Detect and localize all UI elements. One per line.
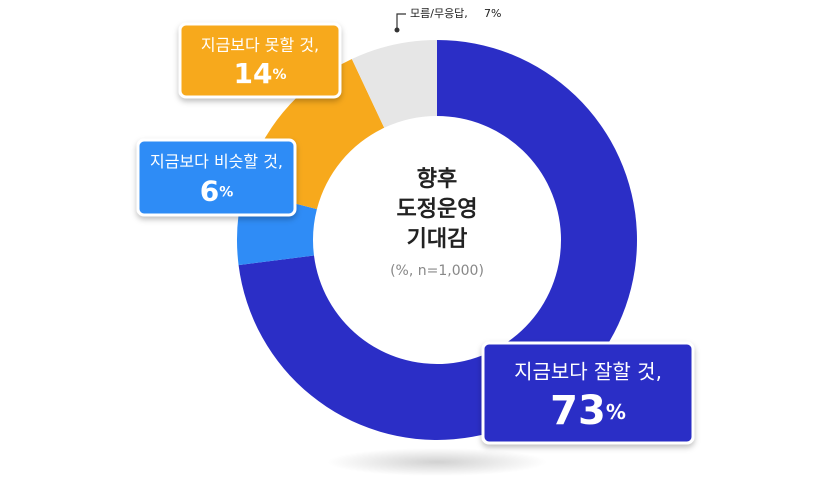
leader-line [396, 13, 406, 30]
value-label: 6% [200, 175, 234, 208]
title-line: 향후 [417, 167, 457, 192]
donut-segment [238, 40, 638, 440]
label-box [136, 138, 297, 217]
value-label: 14% [234, 57, 287, 90]
label-box [178, 22, 342, 99]
category-label: 지금보다 못할 것, [201, 35, 319, 54]
value-label: 7% [484, 7, 501, 20]
title-line: 도정운영 [397, 197, 478, 222]
labels: 지금보다 잘할 것, 73% 지금보다 비슷할 것, 6% 지금보다 못할 것, 14% 모… [136, 7, 695, 445]
donut-segment [351, 40, 437, 128]
title-line: 기대감 [407, 227, 468, 252]
category-label: 지금보다 비슷할 것, [150, 152, 283, 171]
label-box [481, 341, 695, 445]
center-label: 향후 도정운영 기대감 (%, n=1,000) [390, 167, 484, 279]
subtitle: (%, n=1,000) [390, 263, 484, 279]
category-label: 모름/무응답, [410, 7, 468, 20]
value-label: 73% [550, 388, 626, 434]
leader-dot [394, 27, 400, 33]
category-label: 지금보다 잘할 것, [514, 360, 662, 384]
shadow [327, 448, 547, 476]
